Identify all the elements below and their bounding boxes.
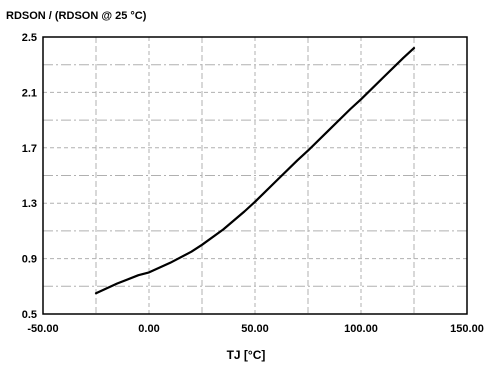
y-tick-label: 0.9 (22, 254, 37, 266)
y-tick-labels: 0.5 0.9 1.3 1.7 2.1 2.5 (22, 32, 37, 321)
series-group (94, 46, 416, 295)
plot-area-border (42, 36, 468, 315)
y-tick-label: 1.7 (22, 143, 37, 155)
x-tick-label: 150.00 (450, 323, 484, 335)
y-axis-title: RDSON / (RDSON @ 25 °C) (6, 10, 147, 22)
series-line (94, 46, 416, 295)
x-axis-title: TJ [°C] (226, 348, 266, 362)
grid (43, 37, 467, 314)
y-tick-label: 2.1 (22, 87, 37, 99)
y-tick-label: 2.5 (22, 32, 37, 44)
x-tick-label: 50.00 (241, 323, 269, 335)
x-tick-label: 100.00 (344, 323, 378, 335)
x-tick-labels: -50.00 0.00 50.00 100.00 150.00 (27, 323, 483, 335)
y-tick-label: 1.3 (22, 198, 37, 210)
x-tick-label: 0.00 (138, 323, 159, 335)
x-tick-label: -50.00 (27, 323, 58, 335)
y-tick-label: 0.5 (22, 309, 37, 321)
